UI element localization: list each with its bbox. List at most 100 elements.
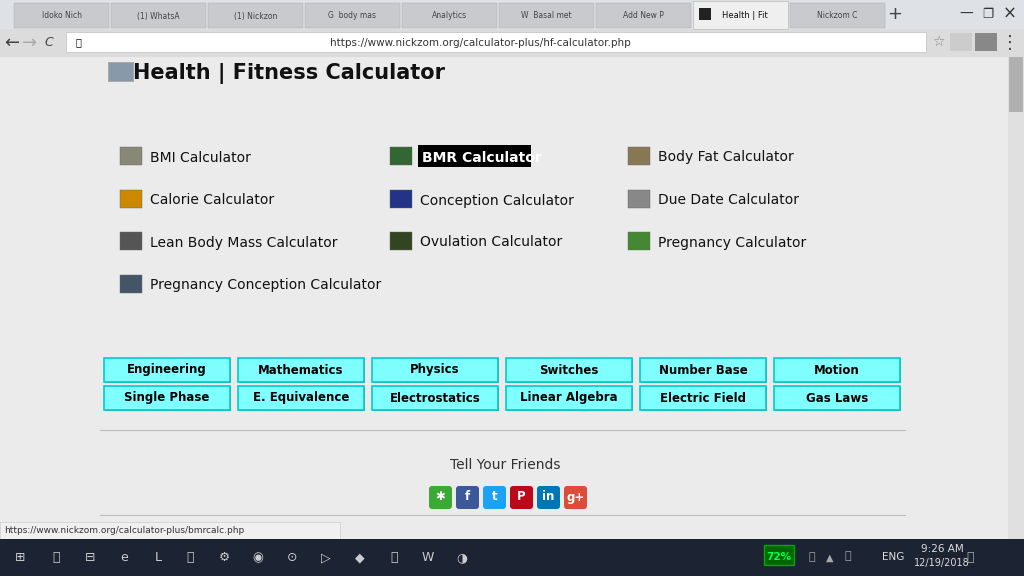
Bar — [418, 145, 530, 167]
Bar — [764, 545, 794, 565]
Text: Ovulation Calculator: Ovulation Calculator — [420, 236, 562, 249]
Text: ←: ← — [4, 34, 19, 52]
Text: f: f — [465, 491, 470, 503]
Bar — [0, 0, 1024, 29]
Text: C: C — [45, 36, 53, 50]
Text: Body Fat Calculator: Body Fat Calculator — [658, 150, 794, 165]
Bar — [120, 232, 142, 250]
Bar — [507, 359, 633, 383]
Text: 📁: 📁 — [186, 551, 194, 564]
Bar — [239, 387, 365, 411]
Text: ❐: ❐ — [982, 7, 993, 21]
Bar — [120, 275, 142, 293]
Bar — [950, 33, 972, 51]
Text: (1) Nickzon: (1) Nickzon — [233, 12, 278, 21]
Bar — [0, 57, 1008, 539]
Text: Switches: Switches — [540, 363, 599, 377]
Bar — [640, 358, 766, 382]
Text: (1) WhatsA: (1) WhatsA — [137, 12, 180, 21]
Text: ⏻: ⏻ — [809, 552, 815, 563]
Bar — [120, 147, 142, 165]
Text: Conception Calculator: Conception Calculator — [420, 194, 573, 207]
Bar — [628, 147, 650, 165]
Text: ✱: ✱ — [435, 491, 445, 503]
Text: in: in — [543, 491, 555, 503]
Bar — [790, 3, 885, 28]
Bar — [774, 386, 900, 410]
Text: 🔒: 🔒 — [75, 37, 81, 47]
Bar — [238, 358, 364, 382]
Text: 12/19/2018: 12/19/2018 — [914, 558, 970, 568]
Bar — [105, 359, 231, 383]
Text: ⊙: ⊙ — [287, 551, 297, 564]
Bar — [111, 3, 206, 28]
Text: ◉: ◉ — [253, 551, 263, 564]
Text: Number Base: Number Base — [658, 363, 748, 377]
Bar — [775, 359, 901, 383]
FancyBboxPatch shape — [510, 486, 534, 509]
Text: 9:26 AM: 9:26 AM — [921, 544, 964, 554]
Text: BMR Calculator: BMR Calculator — [422, 150, 542, 165]
Text: E. Equivalence: E. Equivalence — [253, 392, 349, 404]
Bar — [390, 147, 412, 165]
Text: P: P — [517, 491, 525, 503]
Bar — [975, 33, 997, 51]
Bar — [208, 3, 303, 28]
Text: Motion: Motion — [814, 363, 860, 377]
Bar — [774, 358, 900, 382]
Text: ⚙: ⚙ — [218, 551, 229, 564]
Text: Health | Fit: Health | Fit — [722, 10, 767, 20]
Bar — [641, 359, 767, 383]
Text: ⊟: ⊟ — [85, 551, 95, 564]
Bar — [596, 3, 691, 28]
Text: Nickzom C: Nickzom C — [817, 12, 858, 21]
Text: Electrostatics: Electrostatics — [389, 392, 480, 404]
Bar — [1009, 57, 1023, 112]
Text: ×: × — [1004, 5, 1017, 23]
Bar — [305, 3, 400, 28]
Text: ⊞: ⊞ — [14, 551, 26, 564]
Text: BMI Calculator: BMI Calculator — [150, 150, 251, 165]
Bar — [0, 29, 1024, 57]
Text: W  Basal met: W Basal met — [521, 12, 571, 21]
Bar — [640, 386, 766, 410]
Bar — [238, 386, 364, 410]
Text: →: → — [23, 34, 38, 52]
Text: Physics: Physics — [411, 363, 460, 377]
Bar — [105, 387, 231, 411]
Bar — [402, 3, 497, 28]
Bar — [109, 63, 133, 81]
Bar — [390, 232, 412, 250]
Text: ◑: ◑ — [457, 551, 467, 564]
Bar — [628, 190, 650, 208]
Bar — [693, 1, 788, 29]
Bar — [775, 387, 901, 411]
Text: W: W — [422, 551, 434, 564]
Text: L: L — [155, 551, 162, 564]
Text: +: + — [888, 5, 902, 23]
Text: Health | Fitness Calculator: Health | Fitness Calculator — [133, 63, 445, 84]
Bar — [506, 358, 632, 382]
Text: Tell Your Friends: Tell Your Friends — [450, 458, 560, 472]
Bar — [120, 190, 142, 208]
Text: 🌿: 🌿 — [390, 551, 397, 564]
Text: https://www.nickzom.org/calculator-plus/bmrcalc.php: https://www.nickzom.org/calculator-plus/… — [4, 526, 245, 535]
Text: e: e — [120, 551, 128, 564]
Text: Pregnancy Calculator: Pregnancy Calculator — [658, 236, 806, 249]
Text: Analytics: Analytics — [432, 12, 467, 21]
Text: Add New P: Add New P — [623, 12, 664, 21]
Bar — [372, 386, 498, 410]
FancyBboxPatch shape — [456, 486, 479, 509]
FancyBboxPatch shape — [564, 486, 587, 509]
Bar — [506, 386, 632, 410]
FancyBboxPatch shape — [483, 486, 506, 509]
Bar — [14, 3, 109, 28]
Text: Mathematics: Mathematics — [258, 363, 344, 377]
Text: 🗓: 🗓 — [967, 551, 974, 564]
Bar — [507, 387, 633, 411]
Bar — [0, 539, 1024, 576]
Text: ⌕: ⌕ — [52, 551, 59, 564]
Text: Due Date Calculator: Due Date Calculator — [658, 194, 799, 207]
Text: Gas Laws: Gas Laws — [806, 392, 868, 404]
Bar — [373, 359, 499, 383]
